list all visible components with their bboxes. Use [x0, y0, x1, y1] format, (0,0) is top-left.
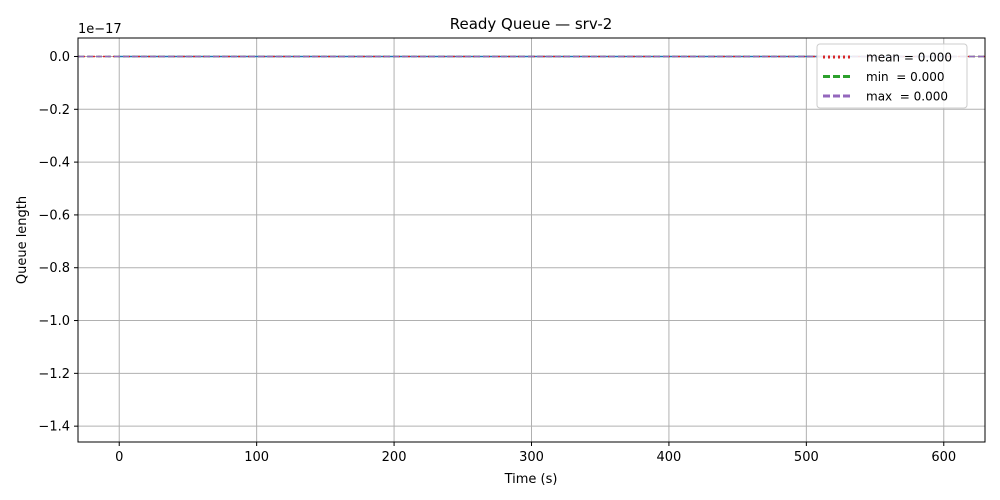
y-tick-label: −0.6 [38, 208, 70, 223]
y-tick-label: −1.2 [38, 367, 70, 382]
y-tick-label: −1.0 [38, 314, 70, 329]
y-tick-label: −0.8 [38, 261, 70, 276]
y-tick-label: −1.4 [38, 420, 70, 435]
x-tick-label: 0 [115, 450, 123, 465]
x-tick-label: 500 [794, 450, 819, 465]
legend-label: mean = 0.000 [866, 51, 952, 65]
x-axis: 0 100 200 300 400 500 600 [115, 442, 956, 465]
legend: mean = 0.000 min = 0.000 max = 0.000 [816, 43, 968, 109]
chart-title: Ready Queue — srv-2 [450, 15, 613, 33]
y-tick-label: −0.4 [38, 156, 70, 171]
grid-lines [78, 38, 985, 442]
x-axis-label: Time (s) [504, 472, 558, 487]
y-axis: 0.0 −0.2 −0.4 −0.6 −0.8 −1.0 −1.2 −1.4 [38, 50, 78, 435]
legend-label: min = 0.000 [866, 70, 944, 84]
y-offset-text: 1e−17 [78, 22, 122, 37]
x-tick-label: 600 [931, 450, 956, 465]
legend-box [816, 43, 968, 109]
x-tick-label: 400 [657, 450, 682, 465]
y-axis-label: Queue length [15, 196, 30, 284]
legend-label: max = 0.000 [866, 90, 948, 104]
x-tick-label: 300 [519, 450, 544, 465]
x-tick-label: 100 [244, 450, 269, 465]
y-tick-label: 0.0 [49, 50, 70, 65]
x-tick-label: 200 [382, 450, 407, 465]
y-tick-label: −0.2 [38, 103, 70, 118]
